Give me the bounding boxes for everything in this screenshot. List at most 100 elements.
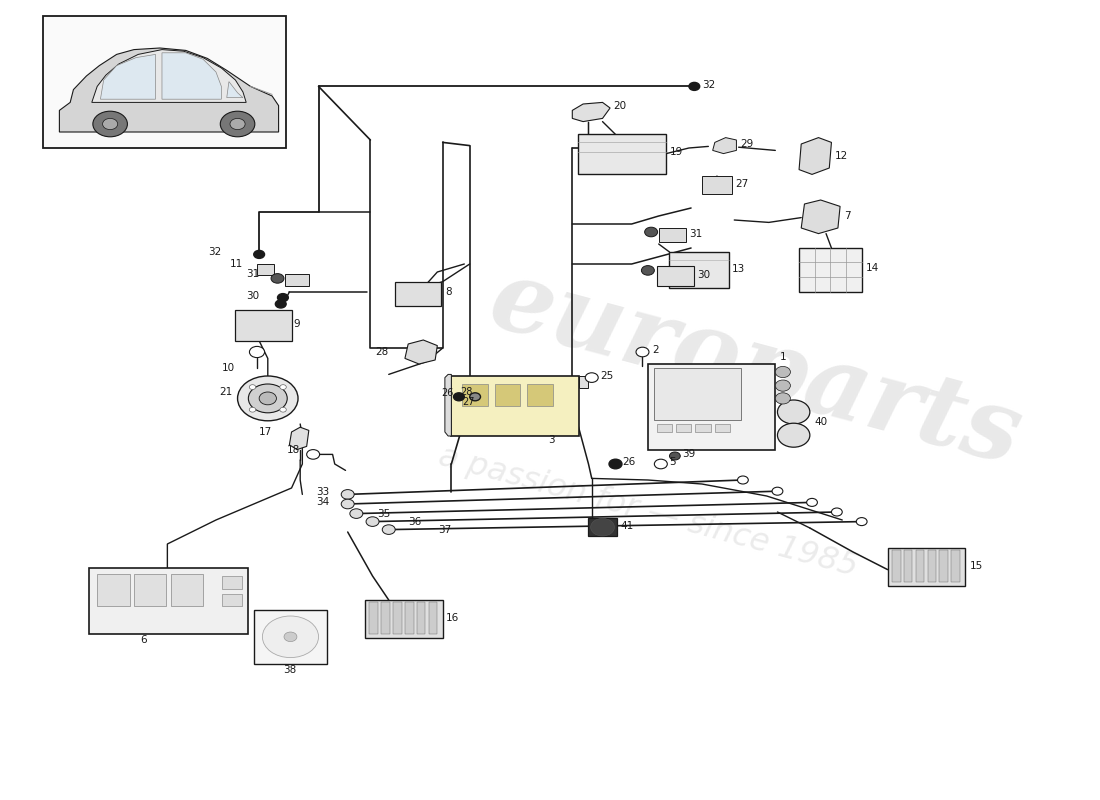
Circle shape bbox=[307, 450, 320, 459]
Bar bbox=[88, 568, 249, 634]
Text: 39: 39 bbox=[682, 450, 695, 459]
Text: 13: 13 bbox=[733, 264, 746, 274]
Polygon shape bbox=[572, 102, 610, 122]
Bar bbox=[527, 384, 553, 406]
Bar bbox=[97, 574, 130, 606]
Circle shape bbox=[641, 266, 654, 275]
Circle shape bbox=[670, 452, 680, 460]
Text: 18: 18 bbox=[287, 445, 300, 454]
Text: 11: 11 bbox=[230, 259, 243, 269]
Bar bbox=[417, 602, 426, 634]
Circle shape bbox=[341, 499, 354, 509]
Circle shape bbox=[366, 517, 379, 526]
Text: europarts: europarts bbox=[480, 251, 1032, 485]
Text: 12: 12 bbox=[835, 151, 848, 161]
Circle shape bbox=[778, 423, 810, 447]
Bar bbox=[170, 574, 204, 606]
Text: 17: 17 bbox=[258, 427, 272, 437]
Text: 20: 20 bbox=[614, 102, 627, 111]
Bar bbox=[134, 574, 166, 606]
Bar bbox=[370, 602, 378, 634]
Circle shape bbox=[250, 346, 265, 358]
Text: 27: 27 bbox=[463, 398, 475, 407]
Bar bbox=[654, 368, 740, 420]
Circle shape bbox=[585, 373, 598, 382]
Text: 29: 29 bbox=[740, 139, 754, 149]
Bar bbox=[676, 424, 691, 432]
Text: 21: 21 bbox=[219, 387, 232, 397]
Text: 30: 30 bbox=[246, 291, 260, 301]
Text: 41: 41 bbox=[620, 522, 634, 531]
Text: 34: 34 bbox=[316, 498, 329, 507]
Bar bbox=[715, 424, 730, 432]
Circle shape bbox=[220, 111, 255, 137]
Circle shape bbox=[92, 111, 128, 137]
Polygon shape bbox=[405, 340, 438, 364]
Bar bbox=[451, 376, 579, 436]
Circle shape bbox=[383, 525, 395, 534]
Text: 31: 31 bbox=[246, 269, 260, 278]
Text: 10: 10 bbox=[222, 363, 235, 373]
Text: 33: 33 bbox=[316, 487, 329, 497]
Bar bbox=[695, 424, 711, 432]
Text: 15: 15 bbox=[970, 562, 983, 571]
Text: 36: 36 bbox=[408, 518, 421, 527]
Bar bbox=[405, 602, 414, 634]
Circle shape bbox=[279, 385, 286, 390]
Bar bbox=[927, 550, 936, 582]
Circle shape bbox=[591, 518, 615, 536]
Text: 25: 25 bbox=[601, 371, 614, 381]
Polygon shape bbox=[289, 427, 309, 450]
Circle shape bbox=[284, 632, 297, 642]
Text: 38: 38 bbox=[283, 666, 296, 675]
Text: 8: 8 bbox=[444, 287, 451, 297]
Bar bbox=[235, 310, 292, 341]
Circle shape bbox=[260, 392, 276, 405]
Bar bbox=[43, 16, 286, 148]
Bar bbox=[888, 548, 966, 586]
Circle shape bbox=[776, 393, 791, 404]
Bar bbox=[952, 550, 960, 582]
Circle shape bbox=[806, 498, 817, 506]
Circle shape bbox=[470, 393, 481, 401]
Circle shape bbox=[776, 366, 791, 378]
Text: 28: 28 bbox=[461, 387, 473, 397]
Text: 26: 26 bbox=[621, 458, 635, 467]
Bar bbox=[659, 228, 685, 242]
Text: 14: 14 bbox=[866, 263, 879, 273]
Text: 2: 2 bbox=[652, 346, 659, 355]
Polygon shape bbox=[444, 374, 451, 436]
Polygon shape bbox=[162, 53, 221, 99]
Text: 27: 27 bbox=[735, 179, 749, 189]
Circle shape bbox=[254, 250, 265, 258]
Bar bbox=[915, 550, 924, 582]
Bar bbox=[657, 424, 672, 432]
Bar bbox=[495, 384, 520, 406]
Circle shape bbox=[654, 459, 668, 469]
Bar bbox=[578, 134, 667, 174]
Polygon shape bbox=[579, 376, 588, 388]
Circle shape bbox=[250, 407, 256, 412]
Polygon shape bbox=[227, 82, 243, 98]
Text: 32: 32 bbox=[702, 80, 715, 90]
Text: 32: 32 bbox=[208, 247, 221, 257]
Circle shape bbox=[772, 487, 783, 495]
Bar bbox=[365, 600, 442, 638]
Circle shape bbox=[645, 227, 658, 237]
Circle shape bbox=[249, 384, 287, 413]
Text: 9: 9 bbox=[294, 319, 300, 329]
Circle shape bbox=[263, 616, 319, 658]
Circle shape bbox=[275, 300, 286, 308]
Bar bbox=[670, 252, 729, 288]
Circle shape bbox=[776, 380, 791, 391]
Circle shape bbox=[271, 274, 284, 283]
Bar bbox=[904, 550, 912, 582]
Polygon shape bbox=[799, 138, 832, 174]
Circle shape bbox=[279, 407, 286, 412]
Circle shape bbox=[689, 82, 700, 90]
Bar bbox=[648, 364, 776, 450]
Circle shape bbox=[238, 376, 298, 421]
Circle shape bbox=[350, 509, 363, 518]
Bar bbox=[395, 282, 441, 306]
Circle shape bbox=[832, 508, 843, 516]
